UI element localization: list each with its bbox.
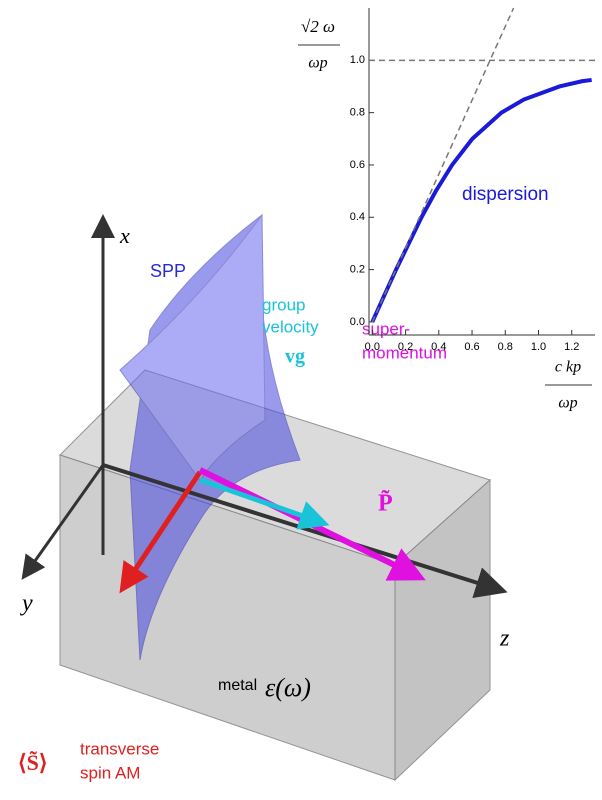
figure: x y z SPP group velocity vg super- momen… [0, 0, 602, 800]
y-tick-label: 0.8 [350, 107, 365, 119]
x-tick-label: 1.2 [564, 341, 579, 353]
label: group [262, 295, 305, 314]
y-tick-label: 0.0 [350, 316, 365, 328]
label: velocity [262, 317, 319, 336]
label: spin AM [80, 763, 140, 782]
label: P̃ [378, 491, 393, 517]
y-tick-label: 1.0 [350, 54, 365, 66]
label: y [20, 591, 33, 617]
y-tick-label: 0.6 [350, 159, 365, 171]
label: metal [218, 677, 257, 694]
annotation: dispersion [462, 184, 549, 205]
x-tick-label: 0.2 [398, 341, 413, 353]
x-tick-label: 0.6 [464, 341, 479, 353]
label: SPP [150, 261, 186, 281]
y-tick-label: 0.4 [350, 211, 365, 223]
label: transverse [80, 739, 159, 758]
line [372, 8, 513, 322]
label: ⟨S̃⟩ [18, 750, 47, 775]
x-axis-label: ωp [558, 395, 577, 412]
label: ε(ω) [265, 673, 311, 702]
y-tick-label: 0.2 [350, 264, 365, 276]
x-tick-label: 0.4 [431, 341, 446, 353]
y-axis-label: √2 ω [301, 17, 335, 36]
x-tick-label: 0.0 [365, 341, 380, 353]
label: x [119, 223, 130, 248]
label: vg [285, 346, 305, 368]
x-tick-label: 0.8 [498, 341, 513, 353]
label: z [499, 626, 510, 652]
x-tick-label: 1.0 [531, 341, 546, 353]
y-axis-label: ωp [308, 55, 327, 72]
x-axis-label: c kp [555, 359, 581, 376]
